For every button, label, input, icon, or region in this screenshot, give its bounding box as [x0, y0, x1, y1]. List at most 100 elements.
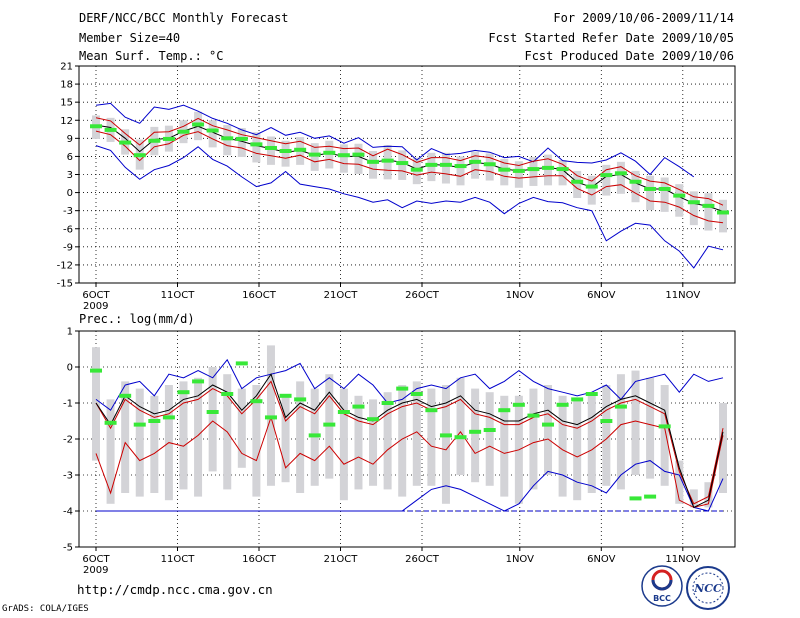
- median-marker: [162, 136, 175, 141]
- y-tick-label: 3: [67, 170, 73, 181]
- spread-box: [398, 385, 407, 497]
- x-tick-label: 16OCT: [242, 290, 277, 301]
- median-marker: [133, 153, 146, 158]
- spread-box: [208, 367, 217, 472]
- spread-box: [427, 388, 436, 486]
- median-marker: [352, 404, 365, 409]
- min-line: [95, 145, 724, 269]
- lower-spread-line: [95, 130, 724, 224]
- spread-box: [135, 388, 144, 497]
- spread-box: [369, 399, 378, 486]
- upper-spread-line: [95, 380, 724, 505]
- spread-box: [573, 399, 582, 501]
- median-marker: [221, 136, 234, 141]
- median-marker: [571, 397, 584, 402]
- x-tick-label: 11NOV: [665, 554, 700, 565]
- y-tick-label: 15: [60, 98, 73, 109]
- median-marker: [512, 168, 525, 173]
- median-marker: [279, 148, 292, 153]
- median-marker: [235, 136, 248, 141]
- y-tick-label: -6: [63, 224, 73, 235]
- footer-url[interactable]: http://cmdp.ncc.cma.gov.cn: [77, 582, 273, 597]
- median-marker: [148, 138, 161, 143]
- y-tick-label: 18: [60, 80, 73, 91]
- y-tick-label: 1: [67, 327, 73, 338]
- median-marker: [469, 159, 482, 164]
- median-marker: [469, 429, 482, 434]
- spread-box: [602, 164, 611, 196]
- lower-spread-line: [95, 415, 724, 508]
- forecast-period: For 2009/10/06-2009/11/14: [553, 11, 734, 25]
- median-marker: [687, 200, 700, 205]
- y-tick-label: 6: [67, 152, 73, 163]
- median-marker: [381, 158, 394, 163]
- x-tick-label: 26OCT: [405, 554, 440, 565]
- median-marker: [177, 129, 190, 134]
- median-marker: [483, 162, 496, 167]
- median-marker: [483, 428, 496, 432]
- spread-box: [616, 374, 625, 490]
- y-tick-label: -2: [63, 435, 73, 446]
- spread-box: [339, 144, 348, 173]
- spread-box: [354, 143, 363, 174]
- x-tick-label: 6NOV: [587, 290, 616, 301]
- spread-box: [558, 395, 567, 497]
- y-tick-label: -3: [63, 206, 73, 217]
- median-marker: [381, 401, 394, 405]
- median-marker: [629, 179, 642, 184]
- y-tick-label: 0: [67, 188, 73, 199]
- spread-box: [529, 388, 538, 490]
- median-marker: [206, 128, 219, 133]
- median-marker: [410, 392, 423, 396]
- spread-box: [646, 377, 655, 479]
- median-marker: [614, 171, 627, 176]
- median-marker: [264, 145, 277, 150]
- member-size: Member Size=40: [79, 31, 181, 45]
- median-marker: [396, 161, 409, 166]
- median-marker: [410, 167, 423, 172]
- spread-box: [369, 150, 378, 179]
- median-marker: [658, 186, 671, 191]
- spread-box: [456, 156, 465, 186]
- median-marker: [119, 393, 132, 398]
- median-marker: [498, 167, 511, 172]
- median-marker: [192, 122, 205, 127]
- x-tick-label: 16OCT: [242, 554, 277, 565]
- median-marker: [644, 494, 657, 499]
- y-tick-label: 0: [67, 363, 73, 374]
- spread-box: [529, 157, 538, 186]
- spread-box: [544, 385, 553, 475]
- median-marker: [337, 410, 350, 414]
- spread-box: [587, 392, 596, 493]
- x-tick-label: 21OCT: [324, 290, 359, 301]
- x-year-label: 2009: [83, 301, 108, 312]
- spread-box: [121, 381, 130, 493]
- median-marker: [221, 392, 234, 396]
- spread-box: [471, 151, 480, 179]
- spread-box: [194, 377, 203, 497]
- median-marker: [104, 127, 117, 132]
- refer-date: Fcst Started Refer Date 2009/10/05: [488, 31, 734, 45]
- spread-box: [427, 152, 436, 182]
- x-tick-label: 11OCT: [161, 554, 196, 565]
- median-marker: [264, 415, 277, 420]
- median-marker: [454, 435, 467, 440]
- spread-box: [398, 150, 407, 180]
- median-marker: [556, 402, 569, 407]
- median-marker: [192, 379, 205, 384]
- chart-title: DERF/NCC/BCC Monthly Forecast: [79, 11, 289, 25]
- spread-box: [558, 160, 567, 186]
- median-marker: [629, 496, 642, 501]
- median-marker: [425, 408, 438, 413]
- x-tick-label: 11OCT: [161, 290, 196, 301]
- precip-title: Prec.: log(mm/d): [79, 312, 195, 326]
- median-marker: [425, 162, 438, 167]
- median-marker: [614, 404, 627, 409]
- median-marker: [439, 162, 452, 167]
- spread-box: [631, 170, 640, 203]
- spread-box: [441, 152, 450, 184]
- x-tick-label: 26OCT: [405, 290, 440, 301]
- spread-box: [252, 385, 261, 497]
- median-marker: [148, 419, 161, 423]
